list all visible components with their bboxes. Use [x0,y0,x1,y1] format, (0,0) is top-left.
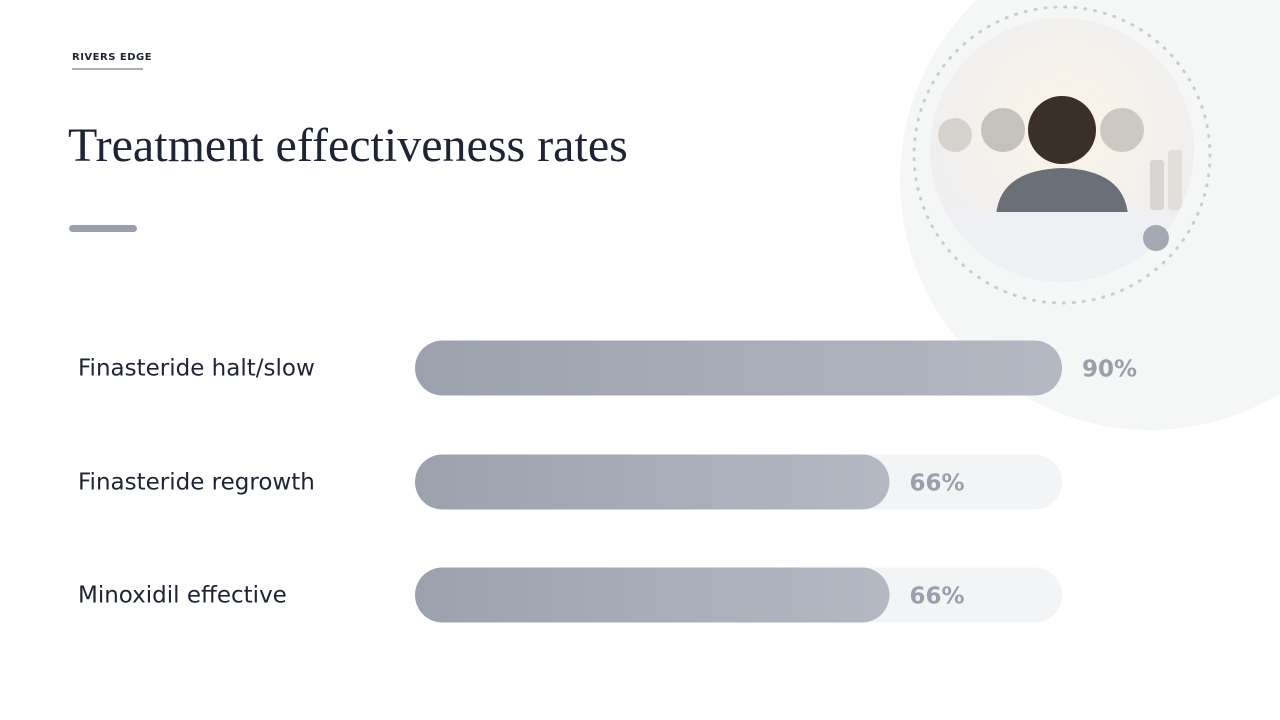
title-accent [69,225,137,232]
brand: RIVERS EDGE [72,52,152,63]
category-label: Minoxidil effective [78,583,287,609]
category-label: Finasteride regrowth [78,470,315,496]
chart-title: Treatment effectiveness rates [68,119,628,172]
category-label: Finasteride halt/slow [78,356,315,382]
value-label: 66% [909,584,964,610]
bar [415,567,890,623]
accent-dot [1143,225,1169,251]
bar [415,340,1062,396]
bar [415,454,890,510]
value-label: 90% [1082,357,1137,383]
dotted-ring [912,5,1212,305]
value-label: 66% [909,471,964,497]
